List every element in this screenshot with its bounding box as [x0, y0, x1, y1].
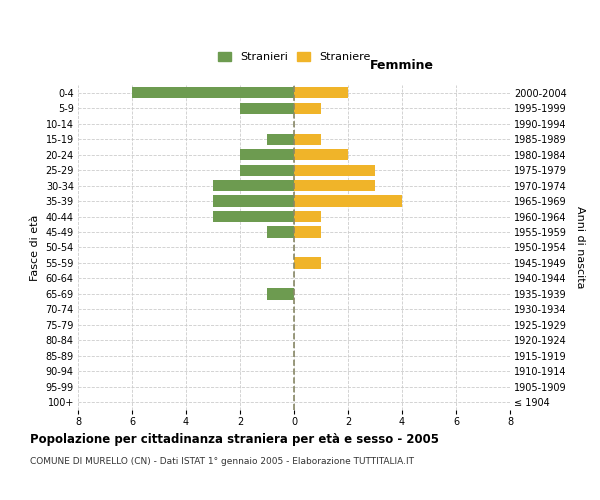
Bar [294, 164, 375, 175]
Bar [294, 102, 321, 114]
Bar [132, 87, 294, 99]
Bar [267, 134, 294, 144]
Bar [267, 226, 294, 237]
Bar [294, 226, 321, 237]
Bar [294, 134, 321, 144]
Bar [267, 288, 294, 300]
Bar [213, 211, 294, 222]
Bar [240, 164, 294, 175]
Bar [240, 102, 294, 114]
Text: COMUNE DI MURELLO (CN) - Dati ISTAT 1° gennaio 2005 - Elaborazione TUTTITALIA.IT: COMUNE DI MURELLO (CN) - Dati ISTAT 1° g… [30, 458, 414, 466]
Legend: Stranieri, Straniere: Stranieri, Straniere [218, 52, 370, 62]
Bar [213, 180, 294, 191]
Bar [294, 87, 348, 99]
Bar [240, 149, 294, 160]
Bar [294, 180, 375, 191]
Bar [294, 211, 321, 222]
Text: Popolazione per cittadinanza straniera per età e sesso - 2005: Popolazione per cittadinanza straniera p… [30, 432, 439, 446]
Y-axis label: Fasce di età: Fasce di età [30, 214, 40, 280]
Bar [294, 149, 348, 160]
Y-axis label: Anni di nascita: Anni di nascita [575, 206, 586, 288]
Bar [294, 196, 402, 206]
Text: Femmine: Femmine [370, 59, 434, 72]
Bar [213, 196, 294, 206]
Bar [294, 258, 321, 268]
